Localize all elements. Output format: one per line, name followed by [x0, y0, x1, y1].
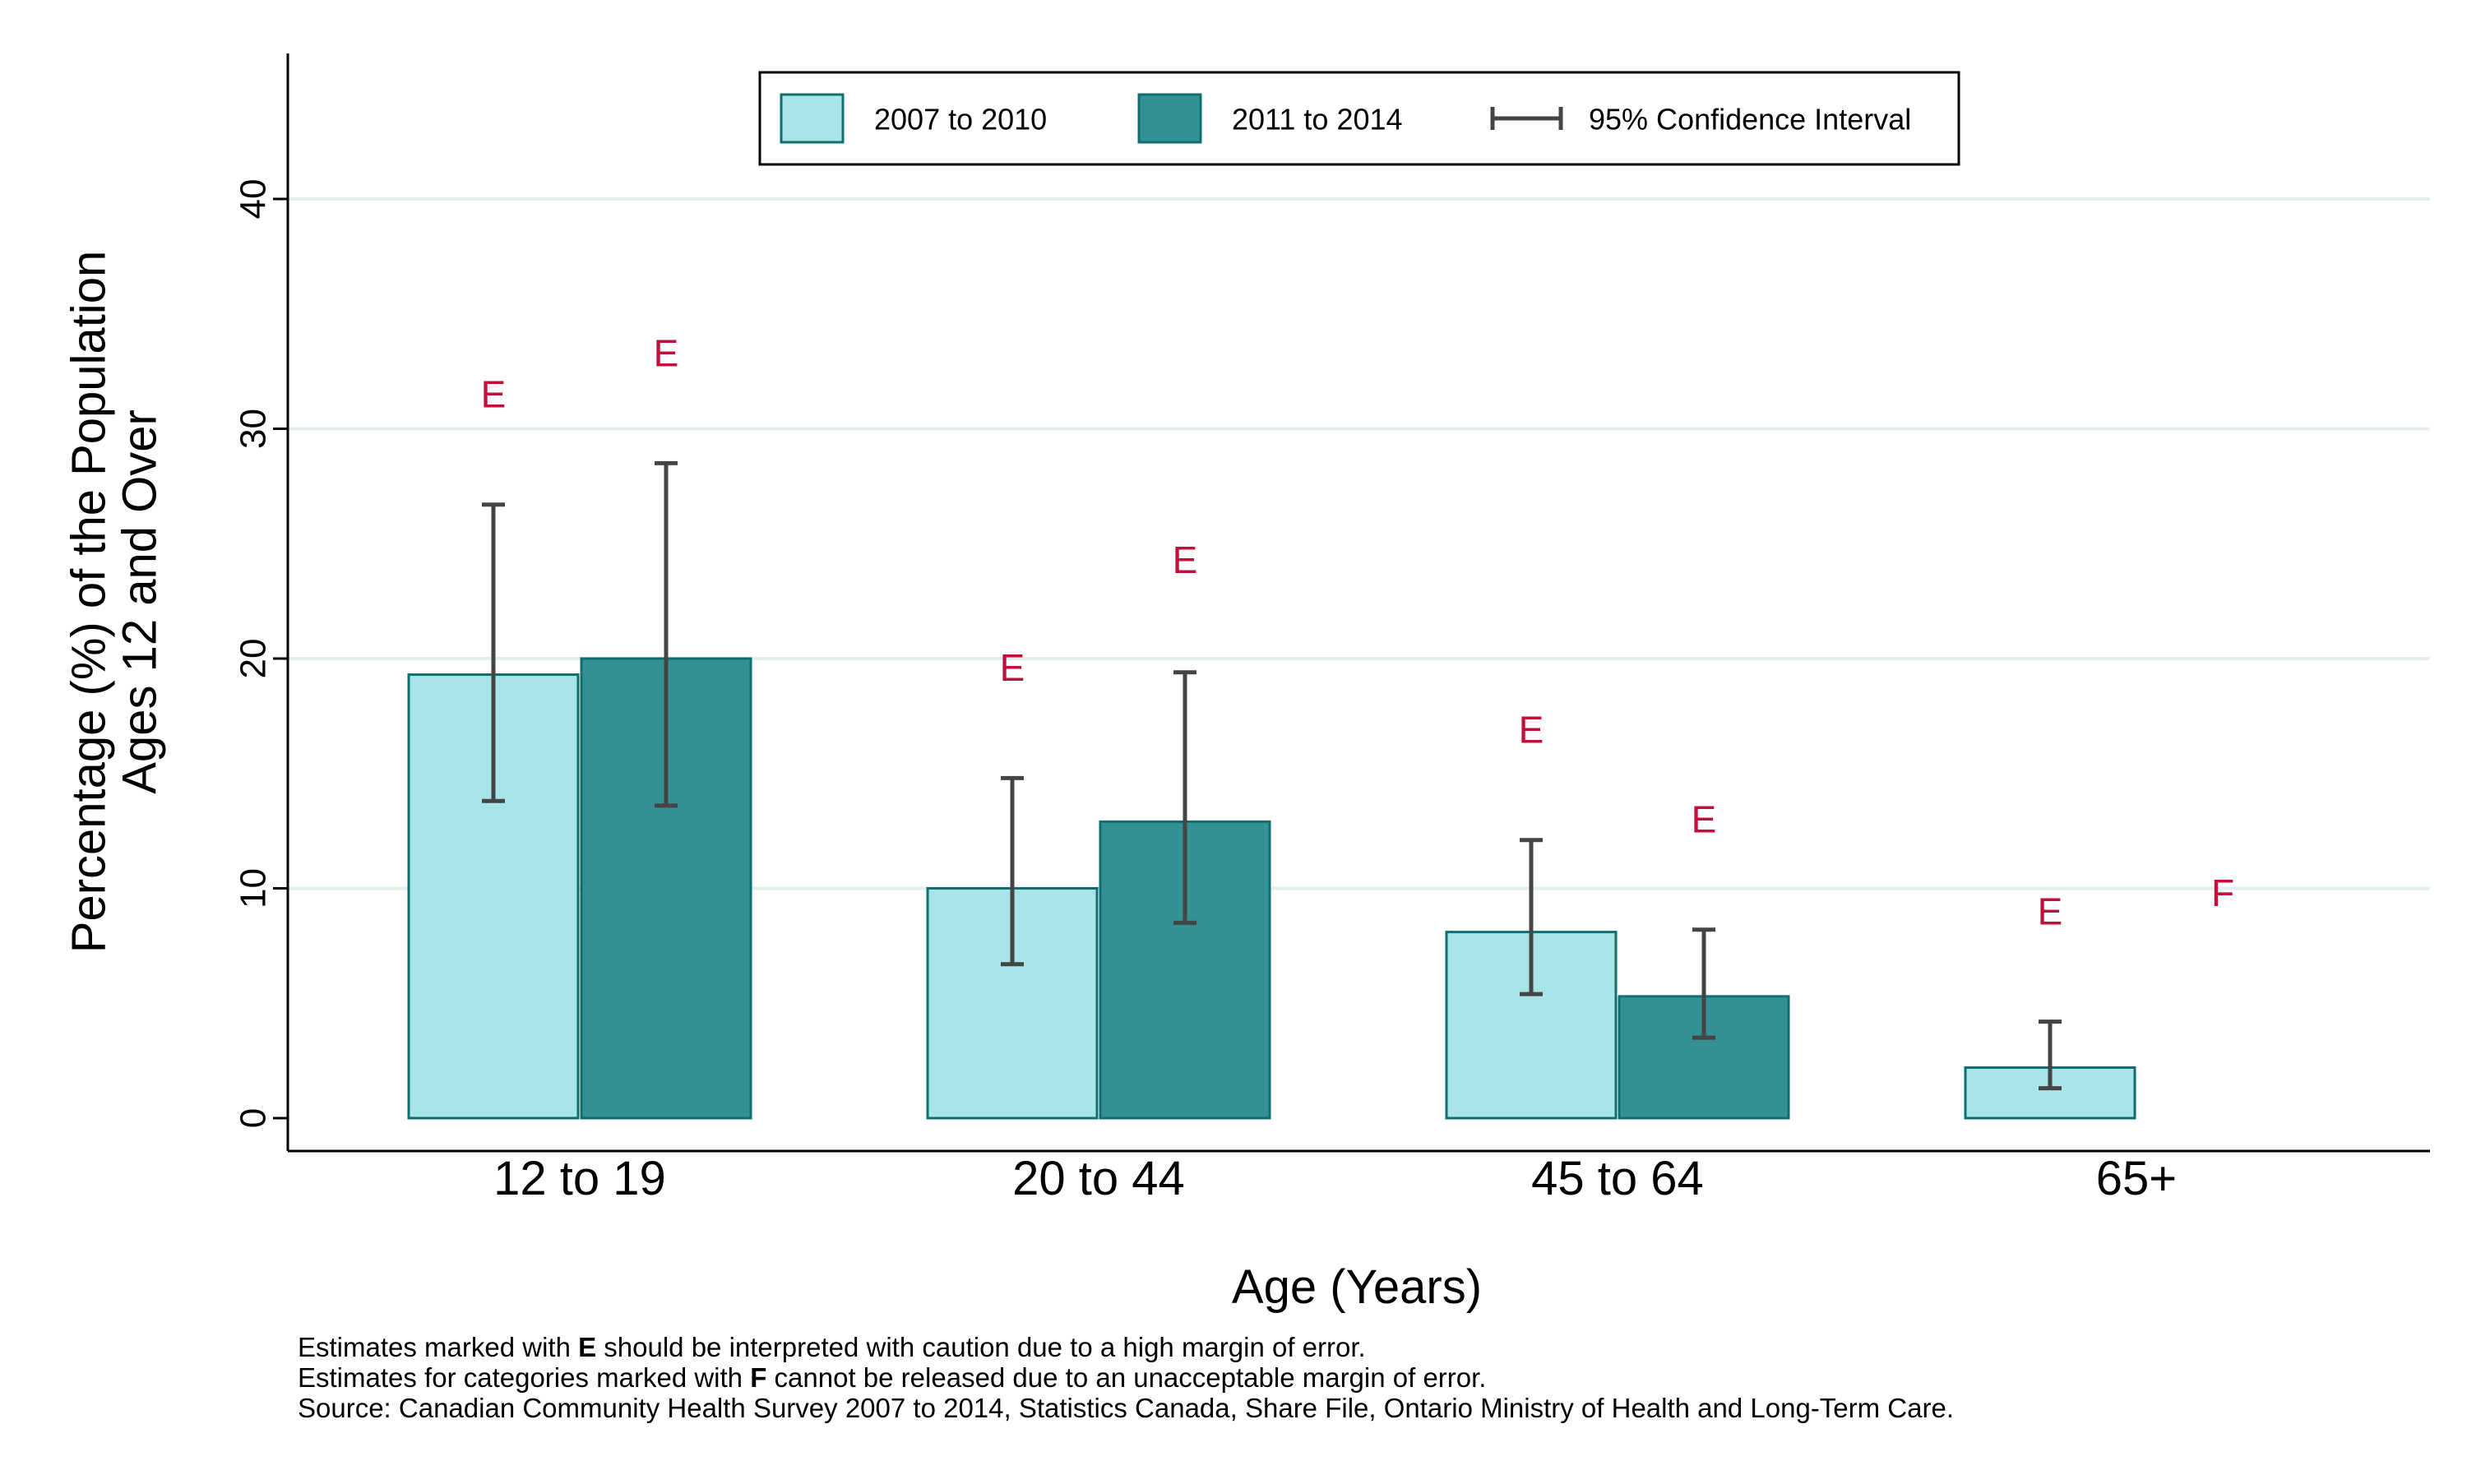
note-source: Source: Canadian Community Health Survey… — [298, 1393, 1954, 1423]
x-axis-title: Age (Years) — [1232, 1260, 1482, 1314]
note-e: Estimates marked with E should be interp… — [298, 1332, 1366, 1362]
legend-swatch — [1137, 93, 1202, 144]
axes: 0 10 20 30 40 12 to 19 20 to 44 45 to 64 65+ Age … — [62, 53, 2430, 1314]
x-tick-label: 65+ — [2096, 1152, 2177, 1205]
note-f-mark: F — [750, 1362, 767, 1393]
legend-box — [758, 71, 1960, 166]
quality-flag: E — [1173, 539, 1198, 581]
quality-flag: E — [481, 373, 507, 416]
quality-flags: E E E E E E E F — [481, 331, 2234, 932]
x-tick-label: 45 to 64 — [1531, 1152, 1704, 1205]
legend-label: 2011 to 2014 — [1232, 103, 1403, 136]
quality-flag: E — [2038, 890, 2063, 932]
quality-flag: E — [1000, 646, 1025, 689]
note-e-mark: E — [578, 1332, 597, 1362]
quality-flag: E — [1519, 709, 1544, 751]
y-tick-label: 10 — [234, 868, 274, 908]
note-f: Estimates for categories marked with F c… — [298, 1362, 1487, 1393]
legend-label: 2007 to 2010 — [874, 103, 1047, 136]
quality-flag: E — [1692, 798, 1717, 841]
y-axis-title-line2: Ages 12 and Over — [113, 409, 167, 794]
x-tick-label: 12 to 19 — [493, 1152, 666, 1205]
quality-flag: E — [654, 331, 679, 374]
legend-swatch — [780, 93, 845, 144]
y-tick-label: 40 — [234, 179, 274, 220]
quality-flag: F — [2211, 871, 2234, 914]
y-tick-label: 30 — [234, 409, 274, 449]
legend: 2007 to 2010 2011 to 2014 95% Confidence I… — [758, 71, 1960, 166]
y-axis-title-line1: Percentage (%) of the Population — [62, 251, 116, 953]
confidence-intervals — [482, 460, 2062, 1091]
x-tick-label: 20 to 44 — [1012, 1152, 1185, 1205]
legend-label: 95% Confidence Interval — [1589, 103, 1911, 136]
chart-notes: Estimates marked with E should be interp… — [298, 1332, 1954, 1423]
y-tick-label: 20 — [234, 639, 274, 679]
y-tick-label: 0 — [234, 1108, 274, 1128]
